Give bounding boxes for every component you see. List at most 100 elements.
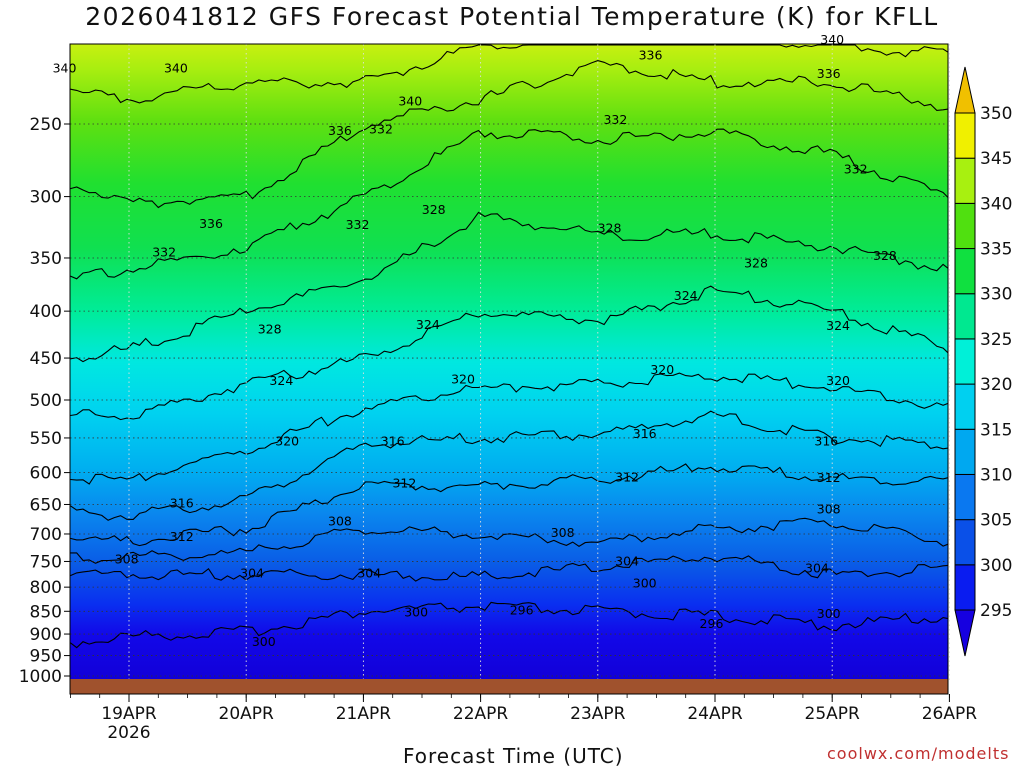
contour-label-312: 312 <box>170 529 194 544</box>
contour-labels-layer: 340 340 340 340 336 336 336 336 332 332 332 332 332 3… <box>53 32 897 649</box>
contour-line-304 <box>70 555 949 582</box>
contour-lines-layer <box>70 44 949 649</box>
contour-label-320: 320 <box>650 362 674 377</box>
colorbar-arrow-high <box>954 66 976 114</box>
contour-label-320: 320 <box>275 433 299 448</box>
contour-label-328: 328 <box>422 202 446 217</box>
x-tick-label-23APR: 23APR <box>570 704 626 724</box>
y-tick-label-300: 300 <box>30 188 62 208</box>
contour-label-332: 332 <box>603 112 627 127</box>
plot-frame <box>69 43 949 695</box>
colorbar-segment-345 <box>954 112 976 159</box>
colorbar-segment-340 <box>954 157 976 204</box>
colorbar-label-305: 305 <box>980 511 1012 531</box>
contour-label-324: 324 <box>674 288 698 303</box>
x-tick-label-26APR: 26APR <box>922 704 978 724</box>
contour-line-320 <box>70 372 949 485</box>
y-tick-label-700: 700 <box>30 525 62 545</box>
colorbar-segment-320 <box>954 338 976 385</box>
colorbar-label-295: 295 <box>980 601 1012 621</box>
contour-label-312: 312 <box>392 475 416 490</box>
contour-line-324 <box>70 285 949 421</box>
colorbar-arrow-low <box>954 609 976 657</box>
contour-label-304: 304 <box>240 566 264 581</box>
contour-label-300: 300 <box>252 634 276 649</box>
x-tick-label-24APR: 24APR <box>687 704 743 724</box>
contour-label-300: 300 <box>404 605 428 620</box>
colorbar-label-330: 330 <box>980 285 1012 305</box>
contour-line-300 <box>70 601 949 649</box>
contour-label-340: 340 <box>53 60 77 75</box>
contour-label-328: 328 <box>744 256 768 271</box>
colorbar-segment-295 <box>954 564 976 611</box>
y-tick-label-550: 550 <box>30 429 62 449</box>
x-tick-sublabel: 2026 <box>107 723 150 743</box>
contour-line-336 <box>70 60 949 209</box>
contour-label-336: 336 <box>817 66 841 81</box>
colorbar: 295 300 305 310 315 320 325 330 335 340 345 350 <box>954 66 1012 657</box>
contour-label-308: 308 <box>817 502 841 517</box>
contour-label-308: 308 <box>551 525 575 540</box>
contour-label-336: 336 <box>328 123 352 138</box>
credit-link[interactable]: coolwx.com/modelts <box>827 744 1010 763</box>
colorbar-segment-315 <box>954 383 976 430</box>
x-tick-label-19APR: 19APR <box>101 704 157 724</box>
y-tick-label-900: 900 <box>30 625 62 645</box>
contour-label-304: 304 <box>357 566 381 581</box>
colorbar-label-340: 340 <box>980 194 1012 214</box>
contour-label-328: 328 <box>873 248 897 263</box>
contour-label-332: 332 <box>844 162 868 177</box>
contour-label-316: 316 <box>381 433 405 448</box>
chart-title: 2026041812 GFS Forecast Potential Temper… <box>85 2 939 31</box>
ground-surface-strip <box>70 679 948 694</box>
y-tick-label-400: 400 <box>30 302 62 322</box>
colorbar-label-335: 335 <box>980 240 1012 260</box>
y-tick-label-350: 350 <box>30 249 62 269</box>
contour-label-316: 316 <box>814 433 838 448</box>
y-tick-label-450: 450 <box>30 349 62 369</box>
contour-label-320: 320 <box>826 373 850 388</box>
contour-label-328: 328 <box>598 221 622 236</box>
contour-line-308 <box>70 517 949 564</box>
contour-label-324: 324 <box>826 318 850 333</box>
colorbar-label-310: 310 <box>980 465 1012 485</box>
colorbar-segment-325 <box>954 293 976 340</box>
contour-label-316: 316 <box>633 426 657 441</box>
x-tick-label-25APR: 25APR <box>805 704 861 724</box>
colorbar-label-325: 325 <box>980 330 1012 350</box>
contour-label-340: 340 <box>164 60 188 75</box>
plot-fill-layer <box>70 44 948 680</box>
contour-label-300: 300 <box>817 606 841 621</box>
y-tick-label-650: 650 <box>30 495 62 515</box>
contour-line-316 <box>70 410 949 521</box>
y-tick-label-750: 750 <box>30 552 62 572</box>
contour-label-296: 296 <box>700 616 724 631</box>
contour-label-300: 300 <box>633 576 657 591</box>
y-tick-label-250: 250 <box>30 115 62 135</box>
contour-label-340: 340 <box>398 94 422 109</box>
contour-label-312: 312 <box>817 470 841 485</box>
colorbar-label-320: 320 <box>980 375 1012 395</box>
colorbar-segment-305 <box>954 473 976 521</box>
y-tick-label-1000: 1000 <box>19 667 62 687</box>
contour-label-308: 308 <box>328 513 352 528</box>
contour-label-328: 328 <box>258 322 282 337</box>
contour-line-332 <box>70 128 949 280</box>
contour-label-336: 336 <box>199 216 223 231</box>
contour-line-340 <box>70 44 949 104</box>
contour-label-324: 324 <box>269 373 293 388</box>
contour-label-332: 332 <box>346 217 370 232</box>
field-fill <box>70 44 948 680</box>
x-axis-label: Forecast Time (UTC) <box>403 744 624 768</box>
contour-label-296: 296 <box>510 602 534 617</box>
contour-label-324: 324 <box>416 317 440 332</box>
colorbar-segment-335 <box>954 202 976 250</box>
contour-label-312: 312 <box>615 470 639 485</box>
x-tick-label-20APR: 20APR <box>219 704 275 724</box>
contour-label-316: 316 <box>170 495 194 510</box>
contour-label-304: 304 <box>615 554 639 569</box>
colorbar-label-300: 300 <box>980 556 1012 576</box>
y-tick-label-850: 850 <box>30 602 62 622</box>
x-tick-label-21APR: 21APR <box>336 704 392 724</box>
